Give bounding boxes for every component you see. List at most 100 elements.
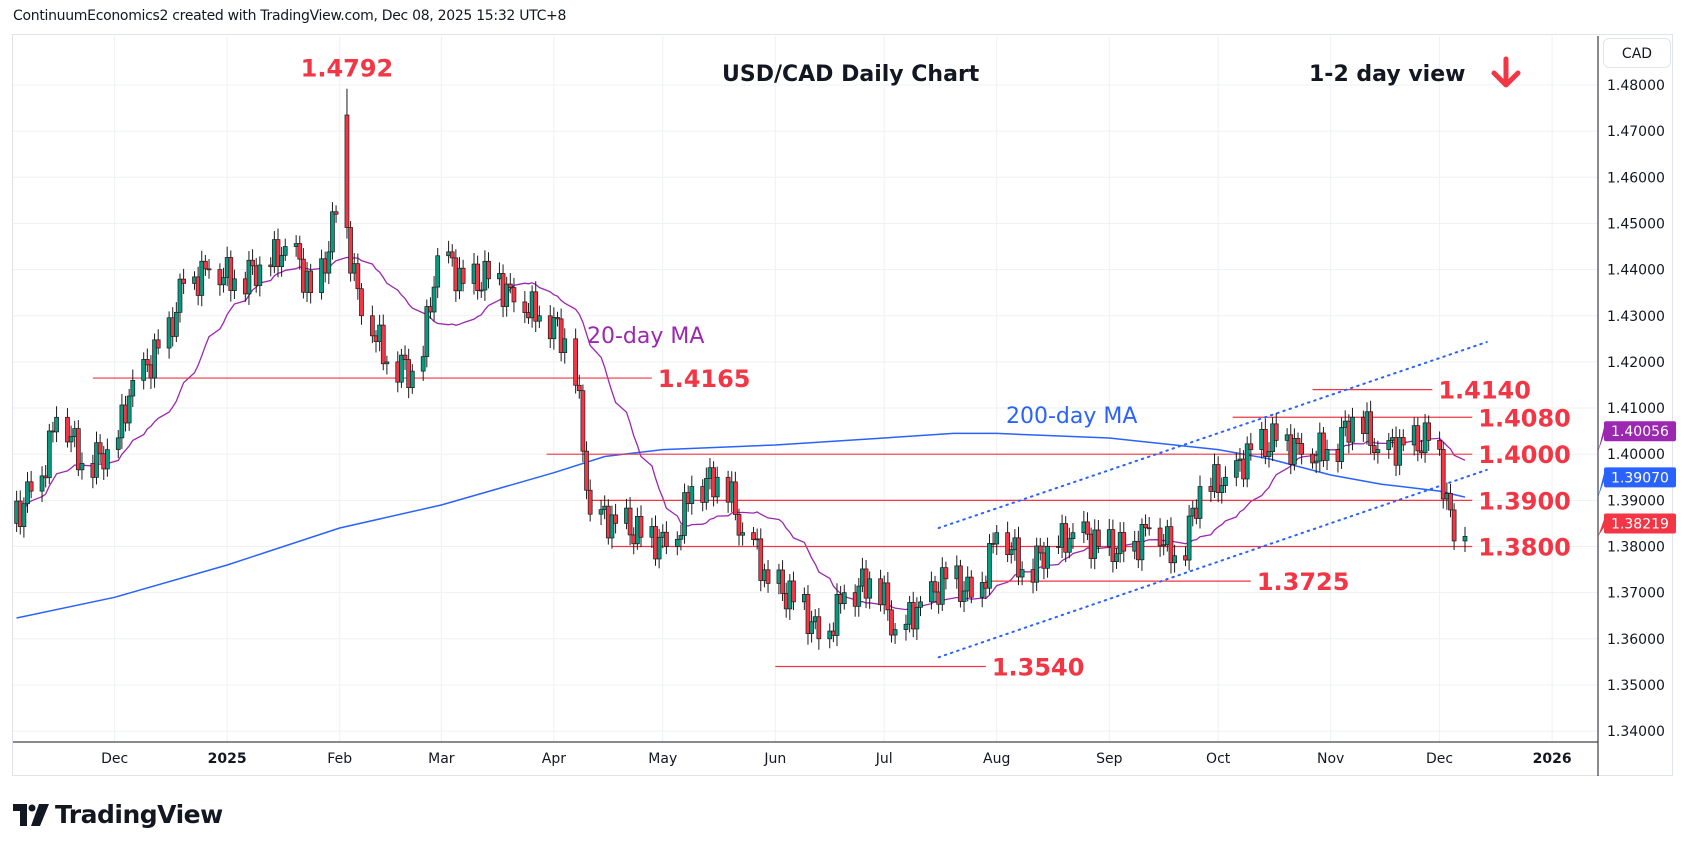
ma20-line [15, 256, 1466, 611]
ma20-label: 20-day MA [587, 324, 705, 349]
candle-up [115, 437, 121, 450]
ma200-line [16, 432, 1466, 619]
candle-up [892, 629, 898, 636]
candle-down [1215, 464, 1221, 493]
x-tick-label: Dec [1426, 751, 1453, 767]
candle-up [1292, 438, 1297, 465]
candle-down [1096, 529, 1101, 547]
level-label: 1.3800 [1478, 534, 1571, 562]
candle-up [809, 621, 814, 634]
x-tick-label: 2026 [1533, 751, 1572, 767]
y-tick-label: 1.38000 [1607, 540, 1665, 556]
candle-up [1244, 443, 1250, 480]
candle-down [932, 581, 938, 593]
candle-up [674, 538, 680, 547]
candle-up [1219, 485, 1225, 493]
tradingview-logo[interactable]: TradingView [13, 800, 223, 829]
candle-up [319, 258, 324, 294]
candle-down [816, 616, 822, 640]
candle-down [475, 263, 480, 291]
candle-down [1168, 526, 1174, 564]
candle-down [736, 514, 742, 536]
y-tick-label: 1.42000 [1607, 355, 1665, 371]
y-tick-label: 1.48000 [1607, 78, 1665, 94]
candle-up [656, 536, 662, 560]
peak-label: 1.4792 [301, 55, 394, 83]
candle-up [246, 259, 252, 295]
candle-down [460, 267, 466, 284]
level-label: 1.3540 [992, 653, 1085, 681]
candle-down [791, 580, 796, 603]
candle-up [105, 449, 110, 470]
candle-up [431, 286, 437, 313]
chart-frame [12, 34, 1673, 776]
candle-up [21, 503, 27, 527]
y-tick-label: 1.43000 [1607, 309, 1665, 325]
candle-down [558, 318, 564, 353]
candle-down [75, 428, 81, 471]
candle-down [65, 416, 70, 443]
candle-down [587, 489, 593, 515]
candle-up [141, 359, 147, 381]
x-tick-label: Aug [983, 751, 1010, 767]
x-tick-label: Dec [101, 751, 128, 767]
candle-down [1400, 437, 1406, 446]
y-tick-label: 1.40000 [1607, 447, 1665, 463]
candle-down [638, 515, 644, 538]
candle-up [478, 289, 484, 292]
tradingview-logo-icon [13, 803, 49, 826]
candle-up [918, 601, 923, 608]
candle-down [943, 567, 949, 580]
candle-down [1143, 524, 1148, 529]
candle-up [130, 380, 136, 397]
candle-up [1045, 546, 1050, 569]
candle-down [584, 450, 589, 491]
x-tick-label: Nov [1317, 751, 1344, 767]
candle-down [885, 582, 891, 611]
candle-down [889, 609, 894, 636]
candle-up [1019, 569, 1025, 578]
level-label: 1.4080 [1478, 404, 1571, 432]
candle-up [740, 532, 745, 536]
candle-down [344, 114, 350, 228]
candle-up [1375, 449, 1381, 453]
candle-up [678, 535, 684, 540]
candle-up [562, 338, 568, 353]
candle-up [1324, 449, 1330, 461]
candle-down [28, 481, 34, 492]
candle-up [689, 486, 695, 504]
candle-up [1339, 427, 1344, 462]
ma200-price-tag: 1.39070 [1611, 470, 1669, 486]
candle-up [1161, 544, 1167, 547]
candle-up [330, 211, 335, 253]
candle-down [1440, 448, 1446, 500]
last-price-tag: 1.38219 [1611, 517, 1669, 533]
candle-down [968, 576, 974, 598]
candle-down [1295, 438, 1301, 444]
ma20-price-tag: 1.40056 [1611, 424, 1669, 440]
candle-down [733, 481, 738, 515]
candle-down [97, 442, 103, 455]
candle-up [384, 361, 390, 365]
candle-down [1248, 443, 1254, 450]
candle-down [181, 278, 186, 284]
candle-up [504, 283, 510, 307]
candle-up [867, 578, 873, 599]
x-tick-label: Mar [428, 751, 455, 767]
candle-down [250, 259, 255, 267]
candle-up [152, 339, 157, 379]
candle-up [174, 311, 179, 337]
candle-down [203, 260, 208, 270]
candle-up [399, 354, 404, 383]
currency-button[interactable]: CAD [1603, 38, 1671, 68]
candle-down [359, 288, 364, 317]
chart-attribution: ContinuumEconomics2 created with Trading… [13, 8, 567, 24]
candle-up [682, 492, 687, 536]
candle-up [939, 567, 945, 605]
candle-down [1016, 537, 1021, 578]
candle-up [551, 317, 557, 340]
candle-up [1066, 538, 1072, 553]
candle-down [206, 268, 212, 271]
candle-down [1415, 425, 1421, 452]
